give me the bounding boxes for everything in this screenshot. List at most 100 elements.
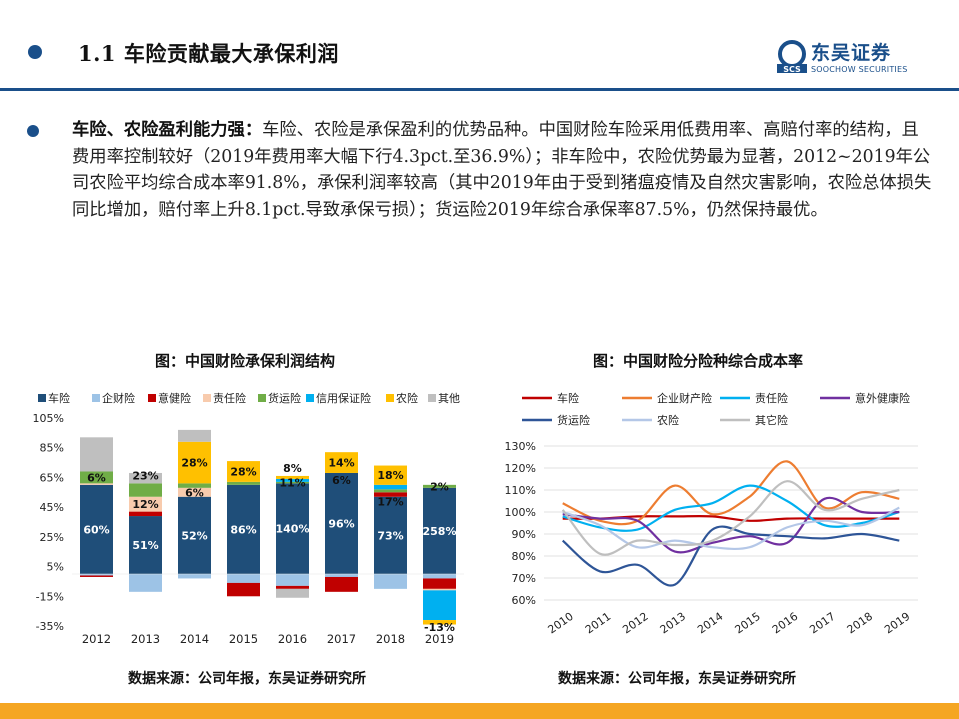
- bar-segment: [80, 574, 113, 576]
- data-label-16: 73%: [377, 529, 403, 542]
- legend-swatch-3: [203, 394, 211, 402]
- legend-label-6: 其它险: [755, 413, 788, 427]
- y-tick-2: 65%: [40, 471, 64, 484]
- bar-segment: [129, 496, 162, 512]
- bar-segment: [178, 441, 211, 484]
- y-tick-0: 130%: [505, 440, 536, 453]
- legend-label-5: 农险: [657, 413, 679, 427]
- bar-segment: [227, 484, 260, 574]
- x-tick-2: 2012: [620, 610, 650, 637]
- bar-segment: [276, 481, 309, 484]
- title-bullet-dot: [28, 45, 42, 59]
- y-tick-3: 100%: [505, 506, 536, 519]
- bar-segment: [374, 489, 407, 493]
- legend-label-2: 意健险: [158, 391, 191, 405]
- series-line-2: [562, 484, 900, 532]
- left-chart-source: 数据来源：公司年报，东吴证券研究所: [128, 671, 366, 687]
- data-label-2: 51%: [132, 539, 158, 552]
- bar-segment: [325, 574, 358, 577]
- bar-segment: [423, 578, 456, 589]
- y-tick-4: 90%: [512, 528, 536, 541]
- bar-segment: [227, 582, 260, 597]
- data-label-6: 6%: [185, 486, 204, 499]
- legend-swatch-0: [38, 394, 46, 402]
- x-tick-3: 2013: [658, 610, 688, 637]
- bar-segment: [423, 484, 456, 488]
- data-label-10: 140%: [276, 523, 310, 536]
- data-label-1: 6%: [87, 471, 106, 484]
- bar-segment: [227, 481, 260, 485]
- logo-name-en: SOOCHOW SECURITIES: [811, 65, 908, 74]
- data-label-14: 6%: [332, 474, 351, 487]
- bar-segment: [423, 574, 456, 579]
- legend-swatch-4: [258, 394, 266, 402]
- y-tick-6: 70%: [512, 572, 536, 585]
- y-tick-4: 25%: [40, 531, 64, 544]
- bar-segment: [276, 574, 309, 586]
- bar-segment: [374, 496, 407, 574]
- bar-segment: [129, 516, 162, 574]
- series-line-3: [562, 496, 900, 554]
- data-label-15: 14%: [328, 457, 354, 470]
- x-tick-1: 2013: [131, 632, 160, 646]
- data-label-11: 11%: [279, 477, 305, 490]
- y-tick-1: 85%: [40, 442, 64, 455]
- legend-label-3: 意外健康险: [855, 391, 910, 405]
- x-tick-4: 2016: [278, 632, 307, 646]
- bar-segment: [178, 496, 211, 574]
- legend-label-5: 信用保证险: [316, 391, 371, 405]
- legend-swatch-5: [306, 394, 314, 402]
- y-tick-0: 105%: [33, 412, 64, 425]
- bar-segment: [325, 472, 358, 574]
- legend-swatch-6: [386, 394, 394, 402]
- bar-segment: [374, 574, 407, 589]
- legend-swatch-2: [148, 394, 156, 402]
- bullet-lead: 车险、农险盈利能力强：: [72, 120, 263, 140]
- footer-bar: [0, 703, 959, 719]
- bar-segment: [129, 511, 162, 517]
- x-tick-0: 2010: [545, 610, 575, 637]
- logo-name-cn: 东吴证券: [811, 42, 892, 64]
- x-tick-5: 2015: [732, 610, 762, 637]
- y-tick-7: 60%: [512, 594, 536, 607]
- data-label-21: -13%: [424, 621, 455, 634]
- data-label-9: 28%: [230, 465, 256, 478]
- bar-segment: [178, 574, 211, 579]
- bar-segment: [80, 484, 113, 574]
- bullet-dot: [27, 125, 39, 137]
- bar-segment: [178, 429, 211, 442]
- legend-swatch-7: [428, 394, 436, 402]
- bar-segment: [325, 576, 358, 592]
- bar-segment: [325, 452, 358, 473]
- data-label-0: 60%: [83, 523, 109, 536]
- left-chart-title: 图：中国财险承保利润结构: [155, 352, 336, 370]
- legend-label-1: 企业财产险: [657, 391, 712, 405]
- bar-segment: [374, 465, 407, 485]
- y-tick-5: 80%: [512, 550, 536, 563]
- bar-segment: [423, 588, 456, 591]
- page-title: 1.1 车险贡献最大承保利润: [78, 41, 339, 66]
- legend-label-0: 车险: [557, 391, 579, 405]
- data-label-3: 12%: [132, 498, 158, 511]
- legend-label-6: 农险: [396, 391, 418, 405]
- bar-segment: [276, 588, 309, 598]
- y-tick-1: 120%: [505, 462, 536, 475]
- x-tick-5: 2017: [327, 632, 356, 646]
- bar-segment: [374, 484, 407, 490]
- legend-swatch-1: [92, 394, 100, 402]
- bar-segment: [227, 574, 260, 583]
- bar-segment: [227, 461, 260, 482]
- bar-segment: [276, 478, 309, 482]
- bar-segment: [129, 483, 162, 497]
- bar-segment: [374, 492, 407, 497]
- bar-segment: [80, 437, 113, 472]
- x-tick-6: 2018: [376, 632, 405, 646]
- bar-segment: [423, 590, 456, 621]
- data-label-19: 258%: [423, 525, 457, 538]
- x-tick-4: 2014: [695, 610, 725, 637]
- right-chart-source: 数据来源：公司年报，东吴证券研究所: [558, 671, 796, 687]
- y-tick-3: 45%: [40, 501, 64, 514]
- bar-segment: [276, 483, 309, 574]
- bar-segment: [129, 472, 162, 484]
